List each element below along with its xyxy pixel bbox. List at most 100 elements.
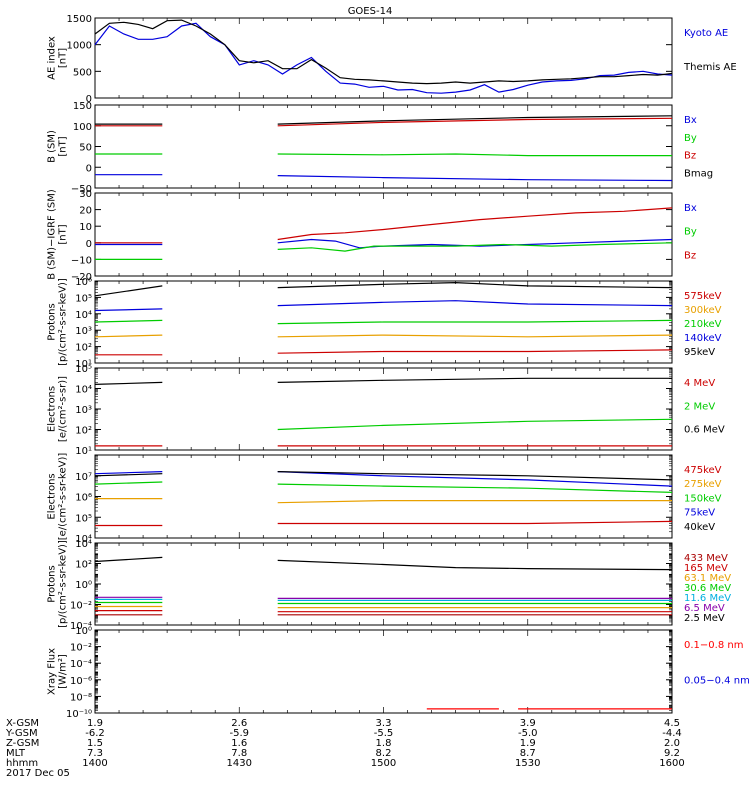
y-tick-label: 10¹ bbox=[75, 359, 92, 370]
series-line-575kev bbox=[277, 349, 673, 354]
y-tick-label: 10⁴ bbox=[75, 539, 92, 550]
y-axis-label: Electrons[e/(cm²-s-sr-keV)] bbox=[47, 453, 69, 541]
series-line-by bbox=[277, 153, 672, 157]
legend-label: 433 MeV bbox=[684, 553, 728, 564]
y-axis-label: B (SM)−IGRF (SM)[nT] bbox=[47, 189, 69, 280]
legend-label: 30.6 MeV bbox=[684, 583, 731, 594]
ephemeris-value: 1.8 bbox=[376, 738, 392, 749]
legend-label: 40keV bbox=[684, 522, 715, 533]
y-tick-label: 10⁴ bbox=[75, 534, 92, 545]
panel-protons1: 10¹ 10² 10³ 10⁴ 10⁵ 10⁶ Protons[p/(cm²-s-sr-ke… bbox=[47, 277, 722, 370]
legend-label: 75keV bbox=[684, 508, 715, 519]
panel-ae: 0 500 1000 1500 AE index[nT] Kyoto AE Themis A… bbox=[47, 14, 737, 105]
ephemeris-table: X-GSMY-GSMZ-GSMMLThhmm1.9-6.21.57.314002… bbox=[5, 718, 685, 769]
y-axis-label: B (SM)[nT] bbox=[47, 130, 69, 163]
series-line-475kev bbox=[277, 520, 673, 525]
legend-label: 2.5 MeV bbox=[684, 613, 725, 624]
legend-label: 165 MeV bbox=[684, 563, 728, 574]
y-tick-label: 0 bbox=[86, 239, 92, 250]
y-tick-label: 10⁻⁴ bbox=[70, 621, 92, 632]
panel-bigrf: −20 −10 0 10 20 30 B (SM)−IGRF (SM)[nT] Bx By Bz bbox=[47, 189, 697, 283]
y-tick-label: 1000 bbox=[67, 41, 92, 52]
y-tick-label: 10⁻² bbox=[70, 601, 92, 612]
ephemeris-value: 1530 bbox=[515, 758, 540, 769]
legend-label: 0.1−0.8 nm bbox=[684, 640, 743, 651]
ephemeris-value: 1.5 bbox=[87, 738, 103, 749]
series-line-2-5-mev bbox=[277, 559, 673, 571]
series-line-210kev bbox=[277, 319, 673, 325]
y-tick-label: 10⁶ bbox=[75, 277, 92, 288]
panel-electrons1: 10¹ 10² 10³ 10⁴ 10⁵ Electrons[e/(cm²-s-sr)] 4 … bbox=[47, 364, 725, 457]
series-line-300kev bbox=[94, 334, 163, 338]
y-tick-label: 10³ bbox=[75, 326, 92, 337]
series-line-themis-ae bbox=[94, 19, 673, 85]
series-line-40kev bbox=[277, 471, 673, 481]
series-line-210kev bbox=[94, 319, 163, 323]
series-line-140kev bbox=[277, 300, 673, 307]
legend-label: 6.5 MeV bbox=[684, 603, 725, 614]
y-tick-label: 10⁰ bbox=[75, 626, 92, 637]
y-tick-label: −20 bbox=[71, 272, 92, 283]
series-line-0-6-mev bbox=[94, 381, 163, 385]
y-tick-label: 30 bbox=[79, 189, 92, 200]
y-tick-label: 10⁶ bbox=[75, 493, 92, 504]
series-line-kyoto-ae bbox=[94, 22, 673, 94]
panel-electrons2: 10⁴ 10⁵ 10⁶ 10⁷ Electrons[e/(cm²-s-sr-keV)] 4… bbox=[47, 453, 722, 545]
panel-frame bbox=[94, 629, 673, 714]
ephemeris-value: 2.6 bbox=[231, 718, 247, 729]
series-line-150kev bbox=[94, 481, 163, 485]
ephemeris-value: 1430 bbox=[227, 758, 252, 769]
y-tick-label: −50 bbox=[71, 184, 92, 195]
ephemeris-row-label: hhmm bbox=[6, 758, 38, 769]
legend-label: Themis AE bbox=[683, 62, 737, 73]
y-tick-label: 10⁰ bbox=[75, 580, 92, 591]
y-tick-label: 10⁴ bbox=[75, 385, 92, 396]
y-tick-label: 10⁻⁸ bbox=[70, 692, 92, 703]
y-axis-label: Xray Flux[W/m²] bbox=[47, 648, 69, 695]
legend-label: 0.05−0.4 nm bbox=[684, 676, 750, 687]
ephemeris-value: -6.2 bbox=[85, 728, 105, 739]
ephemeris-value: 8.7 bbox=[520, 748, 536, 759]
legend-label: 140keV bbox=[684, 333, 722, 344]
legend-label: 4 MeV bbox=[684, 378, 715, 389]
ephemeris-value: 1600 bbox=[659, 758, 684, 769]
series-line-bmag bbox=[277, 115, 673, 125]
y-tick-label: 10² bbox=[75, 343, 92, 354]
panel-frame bbox=[94, 104, 673, 189]
y-tick-label: 10⁵ bbox=[75, 364, 92, 375]
y-tick-label: 0 bbox=[86, 94, 92, 105]
panel-frame bbox=[94, 192, 673, 277]
y-tick-label: 0 bbox=[86, 163, 92, 174]
legend-label: Bx bbox=[684, 203, 697, 214]
series-line-by bbox=[277, 242, 673, 252]
y-axis-label: AE index[nT] bbox=[47, 36, 69, 80]
ephemeris-row-label: Z-GSM bbox=[6, 738, 39, 749]
panel-protons2: 10⁻⁴ 10⁻² 10⁰ 10² 10⁴ Protons[p/(cm²-s-sr-keV… bbox=[47, 539, 732, 632]
panel-frame bbox=[94, 454, 673, 539]
y-tick-label: 10⁻² bbox=[70, 643, 92, 654]
y-tick-label: 10⁴ bbox=[75, 310, 92, 321]
y-axis-label: Electrons[e/(cm²-s-sr)] bbox=[47, 376, 69, 442]
legend-label: 150keV bbox=[684, 493, 722, 504]
legend-label: 575keV bbox=[684, 291, 722, 302]
legend-label: 210keV bbox=[684, 319, 722, 330]
y-axis-label: Protons[p/(cm²-s-sr-keV)] bbox=[47, 540, 69, 628]
y-tick-label: 10² bbox=[75, 560, 92, 571]
panel-frame bbox=[94, 542, 673, 626]
y-tick-label: −10 bbox=[71, 255, 92, 266]
y-tick-label: 10³ bbox=[75, 405, 92, 416]
y-tick-label: 50 bbox=[79, 143, 92, 154]
legend-label: 300keV bbox=[684, 305, 722, 316]
legend-label: 475keV bbox=[684, 465, 722, 476]
legend-label: By bbox=[684, 227, 697, 238]
chart-title: GOES-14 bbox=[348, 6, 393, 17]
y-tick-label: 10⁻⁶ bbox=[70, 676, 92, 687]
ephemeris-value: 8.2 bbox=[376, 748, 392, 759]
legend-label: By bbox=[684, 133, 697, 144]
series-line-2-5-mev bbox=[94, 556, 163, 563]
y-tick-label: 100 bbox=[73, 122, 92, 133]
y-tick-label: 10⁷ bbox=[75, 472, 92, 483]
ephemeris-value: 7.3 bbox=[87, 748, 103, 759]
